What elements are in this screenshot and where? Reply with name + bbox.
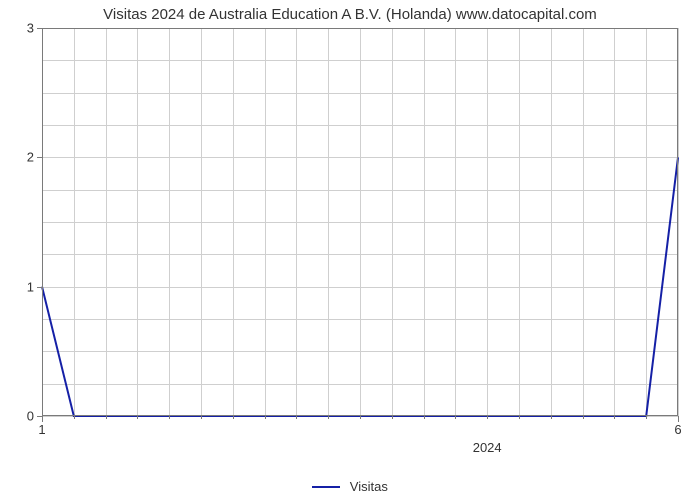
x-minor-tick-mark	[424, 416, 425, 419]
x-minor-tick-mark	[201, 416, 202, 419]
chart-title: Visitas 2024 de Australia Education A B.…	[0, 6, 700, 23]
x-minor-tick-mark	[169, 416, 170, 419]
y-tick-label: 0	[27, 409, 34, 424]
x-minor-tick-mark	[74, 416, 75, 419]
legend: Visitas	[0, 478, 700, 494]
x-minor-tick-mark	[487, 416, 488, 419]
x-tick-mark	[42, 416, 43, 422]
x-tick-label: 6	[674, 422, 681, 437]
y-tick-mark	[37, 287, 42, 288]
x-minor-tick-mark	[614, 416, 615, 419]
legend-label: Visitas	[350, 479, 388, 494]
y-tick-mark	[37, 28, 42, 29]
x-minor-tick-mark	[455, 416, 456, 419]
x-minor-tick-mark	[360, 416, 361, 419]
y-tick-label: 1	[27, 279, 34, 294]
x-minor-tick-mark	[296, 416, 297, 419]
x-minor-tick-mark	[583, 416, 584, 419]
x-minor-tick-mark	[646, 416, 647, 419]
y-tick-label: 3	[27, 21, 34, 36]
x-minor-tick-mark	[137, 416, 138, 419]
x-sublabel: 2024	[473, 440, 502, 455]
chart-container: Visitas 2024 de Australia Education A B.…	[0, 0, 700, 500]
y-tick-label: 2	[27, 150, 34, 165]
legend-swatch	[312, 486, 340, 488]
x-minor-tick-mark	[328, 416, 329, 419]
x-minor-tick-mark	[551, 416, 552, 419]
line-layer	[42, 28, 678, 416]
x-tick-label: 1	[38, 422, 45, 437]
gridline-vertical	[678, 28, 679, 416]
x-tick-mark	[678, 416, 679, 422]
y-tick-mark	[37, 157, 42, 158]
x-minor-tick-mark	[106, 416, 107, 419]
x-minor-tick-mark	[392, 416, 393, 419]
plot-area: 0123162024	[42, 28, 678, 416]
x-minor-tick-mark	[265, 416, 266, 419]
series-line	[42, 157, 678, 416]
x-minor-tick-mark	[519, 416, 520, 419]
x-minor-tick-mark	[233, 416, 234, 419]
